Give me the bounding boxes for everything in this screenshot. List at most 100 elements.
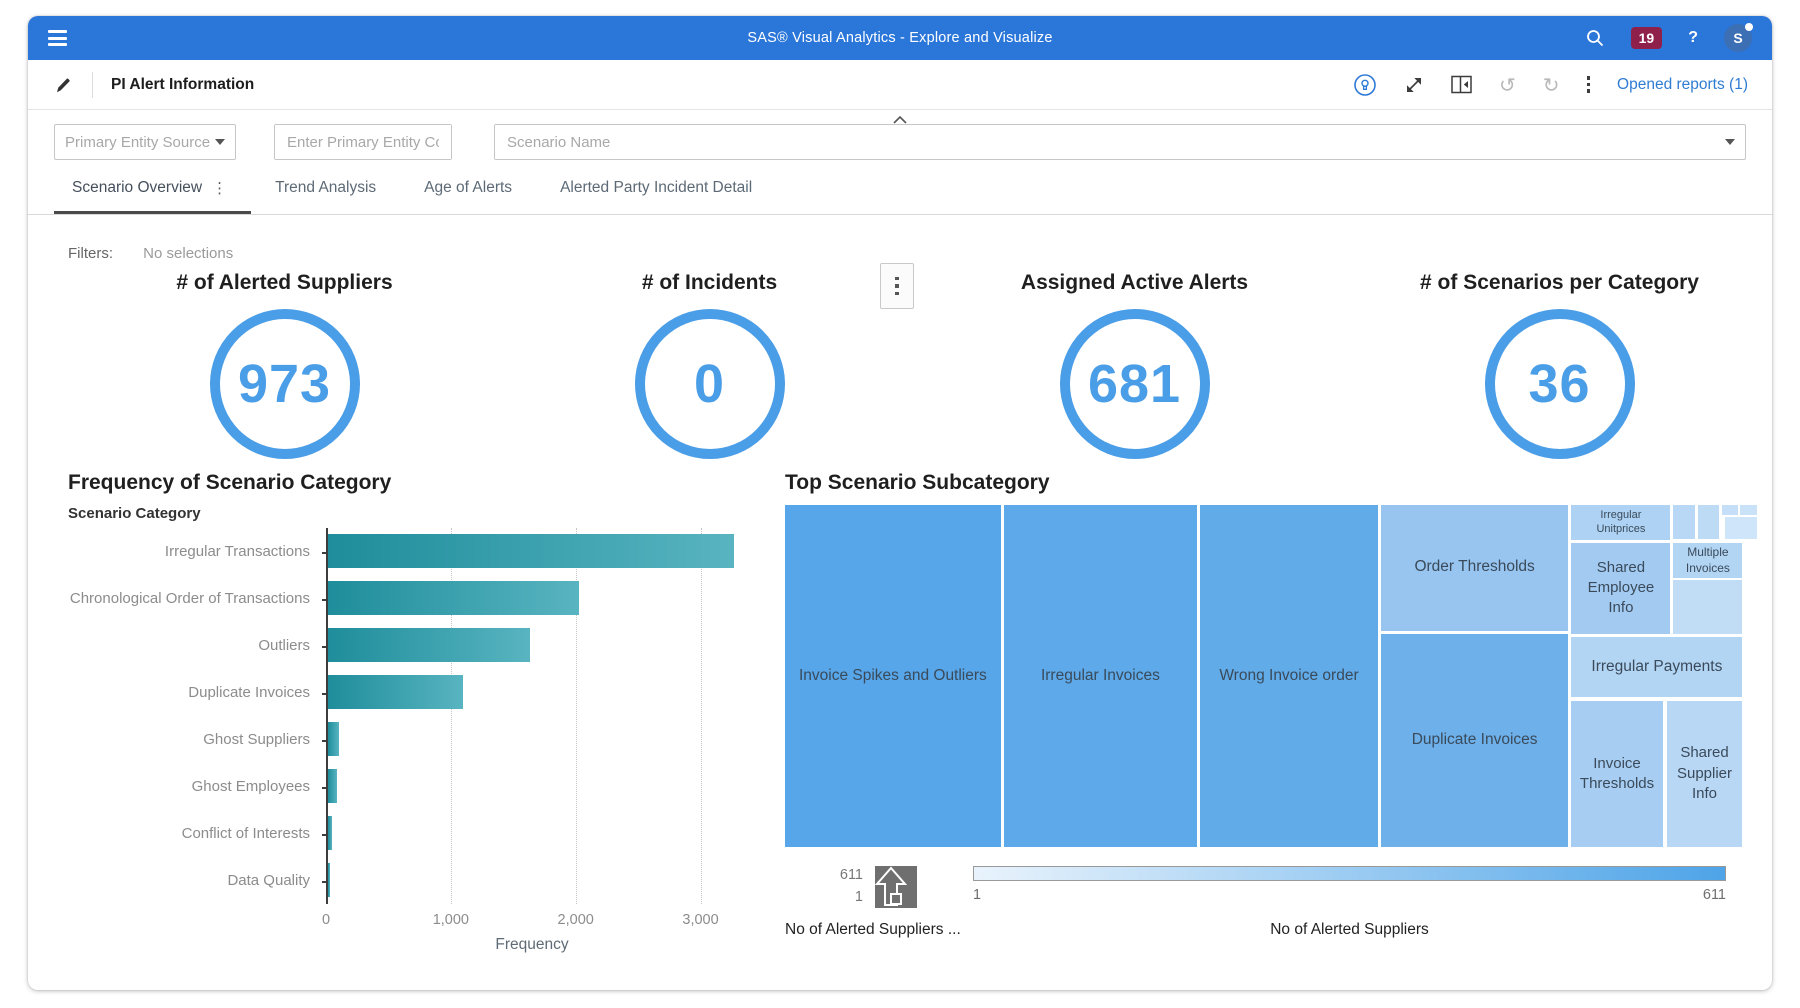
- kpi-object: # of Incidents 0: [497, 271, 922, 459]
- treemap-tile-label: Invoice Thresholds: [1579, 754, 1655, 792]
- scenario-name-dropdown[interactable]: [494, 124, 1746, 160]
- avatar-initial: S: [1733, 30, 1743, 46]
- kpi-object: # of Scenarios per Category 36: [1347, 271, 1772, 459]
- color-legend-gradient: [973, 866, 1726, 881]
- treemap-tile-label: Invoice Spikes and Outliers: [798, 666, 987, 684]
- filters-value: No selections: [143, 245, 234, 262]
- notification-badge[interactable]: 19: [1630, 27, 1663, 49]
- category-tick: [322, 880, 330, 883]
- app-title: SAS® Visual Analytics - Explore and Visu…: [747, 30, 1053, 46]
- primary-entity-source-placeholder: Primary Entity Source: [65, 133, 211, 151]
- tab-scenario-overview[interactable]: Scenario Overview ⋮: [54, 164, 252, 214]
- tab-alerted-party-incident-detail[interactable]: Alerted Party Incident Detail: [536, 164, 776, 214]
- size-legend-values: 611 1: [785, 864, 863, 908]
- gridline: [575, 528, 577, 904]
- opened-reports-link[interactable]: Opened reports (1): [1617, 75, 1748, 93]
- treemap-tile[interactable]: Order Thresholds: [1380, 505, 1569, 631]
- bar[interactable]: [328, 534, 734, 568]
- treemap-tile[interactable]: [1673, 505, 1695, 539]
- filter-bar: Primary Entity Source: [28, 110, 1772, 164]
- report-canvas: Filters: No selections # of Alerted Supp…: [28, 215, 1772, 990]
- bar-chart-row: Chronological Order of Transactions: [68, 575, 748, 622]
- treemap-tile[interactable]: Wrong Invoice order: [1200, 505, 1378, 847]
- tab-trend-analysis[interactable]: Trend Analysis: [251, 164, 400, 214]
- bar[interactable]: [328, 769, 338, 803]
- bar-area: [322, 763, 738, 810]
- maximize-icon[interactable]: [1404, 75, 1424, 95]
- kpi-circle: 0: [634, 309, 785, 459]
- filters-label: Filters:: [68, 245, 113, 262]
- treemap-tile[interactable]: Invoice Spikes and Outliers: [785, 505, 1001, 847]
- treemap-tile[interactable]: Shared Supplier Info: [1666, 700, 1743, 847]
- kpi-circle: 973: [209, 309, 360, 459]
- bar[interactable]: [328, 863, 330, 897]
- treemap-tile-label: Shared Supplier Info: [1676, 744, 1733, 802]
- treemap-tile[interactable]: Multiple Invoices: [1673, 542, 1743, 579]
- bar[interactable]: [328, 816, 333, 850]
- bar-area: [322, 669, 738, 716]
- bar-chart-block: Frequency of Scenario Category Scenario …: [68, 471, 748, 954]
- bar-chart-rows: Irregular Transactions Chronological Orde…: [68, 528, 748, 904]
- tab-age-of-alerts[interactable]: Age of Alerts: [400, 164, 536, 214]
- treemap-block: Top Scenario Subcategory Invoice Spikes …: [785, 471, 1757, 964]
- search-icon[interactable]: [1585, 28, 1605, 48]
- treemap-tile[interactable]: Irregular Unitprices: [1571, 505, 1671, 540]
- treemap-tile[interactable]: Invoice Thresholds: [1571, 700, 1663, 847]
- kpi-value: 0: [693, 354, 726, 414]
- size-legend-min: 1: [854, 889, 863, 905]
- bar[interactable]: [328, 722, 340, 756]
- redo-icon[interactable]: ↻: [1542, 72, 1560, 97]
- treemap-tile[interactable]: [1673, 580, 1743, 634]
- menu-icon[interactable]: [48, 30, 67, 46]
- size-legend-label: No of Alerted Suppliers ...: [785, 921, 961, 938]
- bar-chart-grid: [326, 528, 738, 904]
- avatar[interactable]: S: [1724, 23, 1753, 52]
- bar[interactable]: [328, 581, 579, 615]
- tab-label: Alerted Party Incident Detail: [560, 178, 753, 196]
- treemap-tile-label: Irregular Invoices: [1040, 666, 1160, 684]
- help-icon[interactable]: ?: [1688, 29, 1698, 46]
- bar-chart-row: Duplicate Invoices: [68, 669, 748, 716]
- object-menu-button[interactable]: [880, 263, 914, 309]
- treemap-legend: 611 1 No of Alerted Suppliers ... 1 611 …: [785, 864, 1757, 964]
- bar[interactable]: [328, 628, 531, 662]
- treemap-tile[interactable]: Irregular Payments: [1571, 637, 1743, 698]
- kpi-row: # of Alerted Suppliers 973 # of Incidents 0…: [28, 271, 1772, 459]
- bar[interactable]: [328, 675, 463, 709]
- treemap-tile-label: Duplicate Invoices: [1411, 730, 1538, 748]
- treemap-tile[interactable]: [1697, 505, 1720, 539]
- bar-category-label: Chronological Order of Transactions: [69, 590, 310, 607]
- collapse-panel-icon[interactable]: [1451, 75, 1472, 94]
- treemap-tile[interactable]: Shared Employee Info: [1571, 542, 1671, 634]
- tab-label: Age of Alerts: [424, 178, 513, 196]
- insights-icon[interactable]: [1353, 73, 1377, 97]
- treemap-tile[interactable]: [1722, 505, 1738, 515]
- treemap-tile[interactable]: Irregular Invoices: [1003, 505, 1198, 847]
- x-tick-label: 2,000: [557, 912, 594, 928]
- avatar-status-dot: [1745, 23, 1753, 31]
- bar-chart-row: Irregular Transactions: [68, 528, 748, 575]
- x-tick-label: 0: [321, 912, 331, 928]
- bar-area: [322, 622, 738, 669]
- tab-menu-icon[interactable]: ⋮: [212, 178, 228, 197]
- kpi-object: # of Alerted Suppliers 973: [72, 271, 497, 459]
- bar-category-label: Conflict of Interests: [181, 825, 310, 842]
- bar-category-label: Irregular Transactions: [164, 543, 310, 560]
- treemap-tile[interactable]: [1724, 516, 1757, 539]
- edit-icon[interactable]: [54, 76, 72, 94]
- kpi-circle: 681: [1059, 309, 1210, 459]
- undo-icon[interactable]: ↺: [1499, 72, 1516, 97]
- scenario-name-field[interactable]: [495, 125, 1725, 159]
- category-tick: [322, 551, 330, 554]
- kpi-circle: 36: [1484, 309, 1635, 459]
- primary-entity-value-field[interactable]: [275, 125, 451, 159]
- more-options-icon[interactable]: [1586, 76, 1591, 93]
- bar-category-label: Data Quality: [227, 872, 310, 889]
- treemap-tile[interactable]: Duplicate Invoices: [1380, 633, 1569, 847]
- bar-chart-xlabel: Frequency: [495, 936, 569, 953]
- category-tick: [322, 786, 330, 789]
- primary-entity-source-dropdown[interactable]: Primary Entity Source: [54, 124, 236, 160]
- collapse-filters-icon[interactable]: [893, 111, 907, 129]
- treemap-tile[interactable]: [1739, 505, 1757, 515]
- treemap-tile-label: Wrong Invoice order: [1219, 666, 1359, 684]
